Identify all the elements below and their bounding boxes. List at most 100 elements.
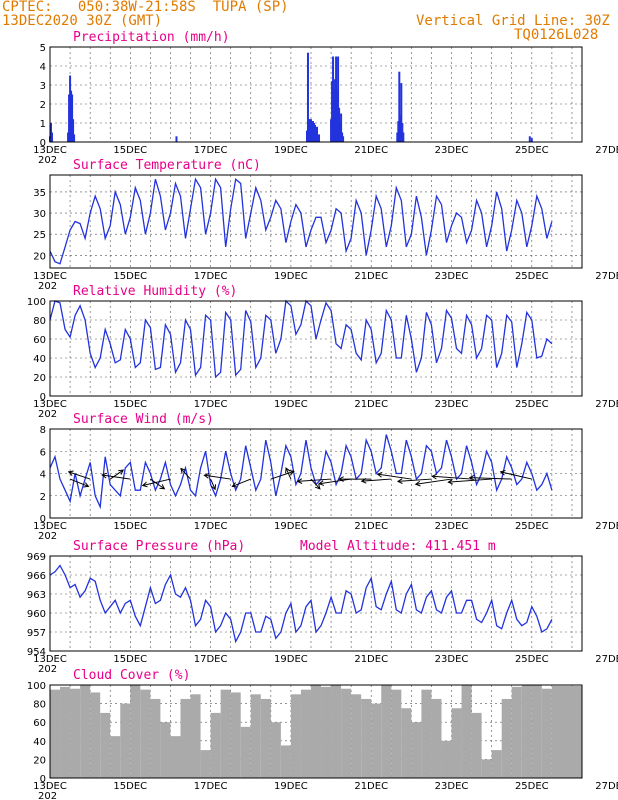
wind-arrow [297,478,332,482]
precip-bar [335,56,338,142]
x-tick-label: 13DEC [33,271,67,282]
wind-arrow [500,471,532,480]
x-tick-label: 19DEC [274,781,308,792]
wind-arrow-head [203,473,210,479]
panel-title: Surface Wind (m/s) [73,412,214,427]
wind-arrow [180,468,191,480]
cloud-cover-bar [170,736,181,778]
panel-frame [49,684,583,779]
series-line [49,299,553,379]
x-tick-label: 13DEC [33,521,67,532]
precip-bar [309,119,312,142]
wind-arrow [109,469,124,480]
y-tick-label: 957 [27,628,46,639]
precip-bar [341,132,344,142]
x-tick-label: 17DEC [194,654,228,665]
wind-arrow-head [414,480,421,487]
wind-arrow-head [180,467,186,474]
x-tick-label: 19DEC [274,654,308,665]
x-tick-label: 13DEC [33,399,67,410]
x-tick-label: 15DEC [113,271,147,282]
panel-frame [49,555,583,652]
x-tick-label: 21DEC [354,521,388,532]
model-code-label: TQ0126L028 [514,27,599,43]
precip-bar [400,83,403,142]
cloud-cover-bar [501,698,512,778]
y-tick-label: 0 [40,392,46,403]
cloud-cover-bar [140,689,151,778]
x-tick-label: 21DEC [354,781,388,792]
cloud-cover-bar [511,686,522,778]
y-tick-label: 966 [27,571,46,582]
wind-arrow [102,474,131,480]
cloud-cover-bar [60,686,71,778]
y-tick-label: 100 [27,681,46,692]
y-tick-label: 0 [40,138,46,149]
cloud-cover-bar [130,685,141,778]
cloud-cover-bar [240,726,251,778]
cloud-cover-bar [110,736,121,778]
precip-bar [175,136,178,142]
y-tick-label: 0 [40,514,46,525]
x-tick-label: 25DEC [515,781,549,792]
x-tick-label: 27DEC [595,521,618,532]
cloud-cover-bar [461,685,472,778]
x-tick-label: 17DEC [194,521,228,532]
cloud-cover-bar [531,685,542,778]
cloud-cover-bar [300,689,311,778]
y-tick-label: 100 [27,297,46,308]
y-tick-label: 60 [33,335,46,346]
x-tick-label: 13DEC [33,654,67,665]
grid-line-note: Vertical Grid Line: 30Z [416,13,610,29]
y-tick-label: 30 [33,209,46,220]
precip-bar [397,121,400,142]
wind-arrow-head [67,470,74,476]
cloud-cover-bar [210,712,221,778]
wind-arrow-head [83,482,90,488]
x-tick-label: 25DEC [515,399,549,410]
wind-arrow [270,470,294,480]
y-tick-label: 954 [27,647,46,658]
x-tick-label: 15DEC [113,399,147,410]
series-line [49,177,553,265]
cloud-cover-bar [371,703,382,778]
y-tick-label: 2 [40,492,46,503]
y-tick-label: 25 [33,230,46,241]
station-header: CPTEC: 050:38W-21:58S TUPA (SP) [2,0,289,15]
y-tick-label: 1 [40,119,46,130]
x-tick-label: 25DEC [515,145,549,156]
y-tick-label: 80 [33,700,46,711]
panel-frame [49,300,583,397]
wind-arrow [69,478,89,487]
precip-bar [332,56,335,142]
precip-bar [528,136,531,142]
cloud-cover-bar [491,750,502,778]
precip-bar [318,134,321,142]
precip-bar [333,88,336,142]
y-tick-label: 20 [33,373,46,384]
y-tick-label: 40 [33,354,46,365]
cloud-cover-bar [120,703,131,778]
y-tick-label: 4 [40,62,46,73]
cloud-cover-bar [431,698,442,778]
precip-bar [316,126,319,142]
y-tick-label: 35 [33,188,46,199]
x-tick-label: 13DEC [33,781,67,792]
precip-bar [308,119,311,142]
precip-bar [305,130,308,142]
precip-bar [50,123,53,142]
precip-bar [313,124,316,142]
year-fragment-label: 202 [38,281,57,292]
cloud-cover-bar [290,694,301,778]
precip-bar [73,134,76,142]
y-tick-label: 2 [40,100,46,111]
precip-bar [396,132,399,142]
precip-bar [401,123,404,142]
cloud-cover-bar [441,740,452,778]
x-tick-label: 21DEC [354,145,388,156]
cloud-cover-bar [180,698,191,778]
x-tick-label: 15DEC [113,781,147,792]
cloud-cover-bar [200,750,211,778]
x-tick-label: 27DEC [595,399,618,410]
